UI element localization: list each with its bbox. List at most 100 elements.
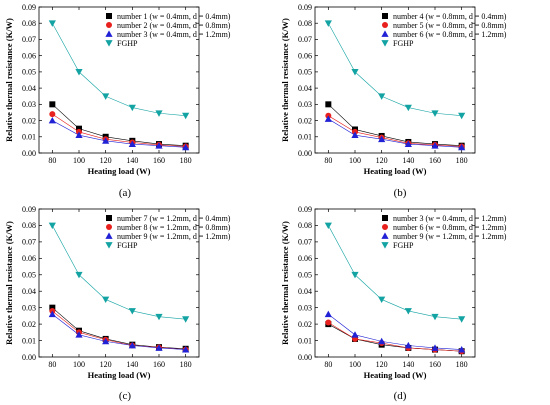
legend-label: number 9 (w = 1.2mm, d = 1.2mm) — [393, 232, 507, 241]
y-tick-label: 0.00 — [22, 149, 36, 158]
legend-marker — [105, 232, 113, 239]
y-tick-label: 0.07 — [298, 238, 312, 247]
y-tick-label: 0.06 — [22, 254, 36, 263]
data-point-series-3 — [458, 143, 466, 151]
y-tick-label: 0.00 — [298, 353, 312, 362]
legend-label: number 9 (w = 1.2mm, d = 1.2mm) — [117, 232, 231, 241]
y-tick-label: 0.04 — [298, 287, 312, 296]
series-line-2 — [328, 322, 462, 352]
data-point-series-4 — [458, 316, 466, 323]
data-point-series-4 — [75, 69, 83, 76]
panel-label: (b) — [394, 187, 407, 199]
x-tick-label: 100 — [349, 156, 361, 165]
x-tick-label: 100 — [73, 156, 85, 165]
y-tick-label: 0.09 — [22, 205, 36, 214]
series-line-2 — [328, 115, 462, 147]
y-axis-label: Relative thermal resistance (K/W) — [4, 18, 14, 142]
data-point-series-4 — [48, 222, 56, 230]
x-tick-label: 120 — [376, 156, 388, 165]
y-tick-label: 0.03 — [298, 100, 312, 109]
x-tick-label: 80 — [48, 156, 56, 165]
series-line-3 — [328, 118, 462, 148]
y-tick-label: 0.01 — [298, 336, 312, 345]
y-tick-label: 0.05 — [22, 271, 36, 280]
data-point-series-1 — [325, 101, 332, 108]
panel-3: 0.00 0.01 0.02 0.03 0.04 0.05 0.06 0.07 0.08 0.09… — [4, 205, 231, 402]
y-tick-label: 0.05 — [22, 68, 36, 77]
data-point-series-4 — [324, 20, 332, 27]
data-point-series-3 — [404, 140, 412, 147]
data-point-series-3 — [155, 344, 163, 351]
y-tick-label: 0.04 — [22, 84, 36, 93]
data-point-series-3 — [102, 337, 110, 345]
panel-label: (a) — [119, 187, 132, 199]
data-point-series-4 — [128, 104, 136, 112]
data-point-series-4 — [48, 20, 56, 27]
x-tick-label: 120 — [100, 156, 112, 165]
series-line-2 — [52, 113, 186, 147]
x-tick-label: 180 — [180, 156, 192, 165]
x-tick-label: 160 — [153, 156, 165, 165]
x-axis-label: Heating load (W) — [364, 370, 427, 380]
x-tick-label: 160 — [153, 360, 165, 369]
legend-marker — [105, 40, 113, 47]
data-point-series-4 — [378, 296, 386, 304]
legend-marker — [106, 22, 112, 28]
y-tick-label: 0.08 — [22, 221, 36, 230]
series-line-4 — [328, 225, 462, 320]
x-tick-label: 140 — [126, 156, 138, 165]
y-axis-label: Relative thermal resistance (K/W) — [4, 221, 14, 345]
data-point-series-3 — [182, 143, 190, 151]
y-tick-label: 0.08 — [22, 19, 36, 28]
x-tick-label: 140 — [402, 156, 414, 165]
x-axis-label: Heating load (W) — [88, 166, 151, 176]
y-tick-label: 0.06 — [22, 51, 36, 60]
data-point-series-3 — [351, 331, 359, 338]
data-point-series-1 — [49, 304, 56, 311]
x-tick-label: 140 — [402, 360, 414, 369]
y-tick-label: 0.02 — [22, 320, 36, 329]
legend-label: number 5 (w = 0.8mm, d = 0.8mm) — [393, 21, 507, 30]
y-tick-label: 0.09 — [298, 205, 312, 214]
data-point-series-3 — [48, 116, 56, 124]
legend-marker — [382, 13, 388, 19]
legend-marker — [105, 242, 113, 249]
data-point-series-3 — [351, 131, 359, 139]
legend-marker — [105, 30, 113, 37]
x-tick-label: 100 — [349, 360, 361, 369]
x-tick-label: 180 — [180, 360, 192, 369]
x-tick-label: 120 — [376, 360, 388, 369]
x-tick-label: 100 — [73, 360, 85, 369]
legend-marker — [106, 215, 112, 221]
data-point-series-4 — [378, 93, 386, 100]
data-point-series-4 — [404, 308, 412, 315]
data-point-series-3 — [182, 346, 190, 353]
x-tick-label: 120 — [100, 360, 112, 369]
data-point-series-3 — [128, 341, 136, 349]
y-tick-label: 0.03 — [298, 303, 312, 312]
legend-label: number 6 (w = 0.8mm, d = 1.2mm) — [393, 223, 507, 232]
y-tick-label: 0.01 — [22, 133, 36, 142]
y-tick-label: 0.03 — [22, 303, 36, 312]
data-point-series-2 — [49, 111, 56, 118]
legend-label: number 3 (w = 0.4mm, d = 1.2mm) — [117, 30, 231, 39]
data-point-series-3 — [155, 142, 163, 149]
plot-frame — [38, 208, 200, 358]
series-line-1 — [52, 307, 186, 350]
series-line-4 — [52, 225, 186, 320]
y-axis-label: Relative thermal resistance (K/W) — [280, 18, 290, 142]
legend-marker — [381, 232, 389, 239]
data-point-series-3 — [324, 310, 332, 318]
y-tick-label: 0.07 — [22, 238, 36, 247]
data-point-series-1 — [49, 101, 56, 108]
x-axis-label: Heating load (W) — [88, 370, 151, 380]
series-line-1 — [328, 104, 462, 146]
y-tick-label: 0.02 — [22, 116, 36, 125]
series-line-1 — [328, 323, 462, 352]
data-point-series-4 — [128, 308, 136, 315]
legend-label: number 3 (w = 0.4mm, d = 1.2mm) — [393, 214, 507, 223]
data-point-series-3 — [458, 346, 466, 353]
data-point-series-3 — [431, 142, 439, 149]
data-point-series-4 — [351, 69, 359, 76]
